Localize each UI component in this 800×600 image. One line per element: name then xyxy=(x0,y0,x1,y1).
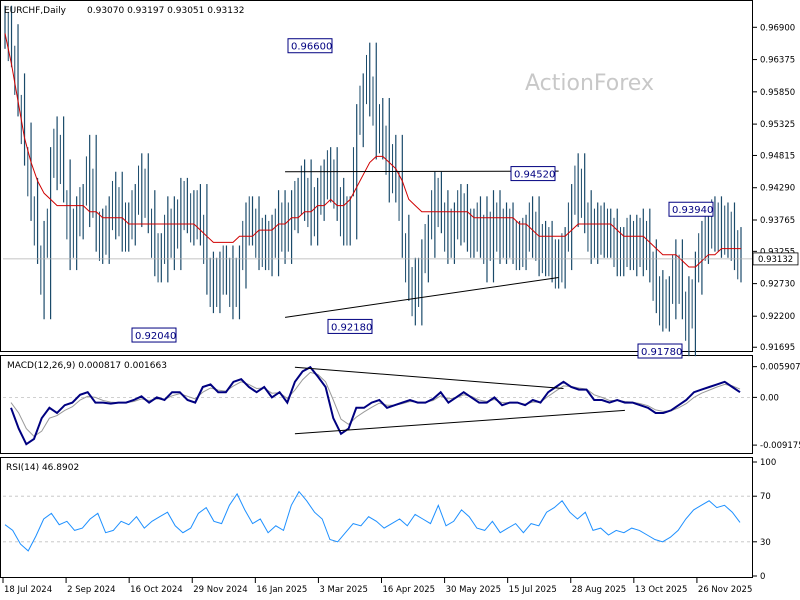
rsi-ytick-label: 30 xyxy=(760,538,771,548)
price-ytick-label: 0.95325 xyxy=(760,120,795,130)
x-tick-label: 13 Oct 2025 xyxy=(635,585,688,595)
rsi-ytick-label: 70 xyxy=(760,492,771,502)
annotation-box xyxy=(287,38,333,54)
annotation-box xyxy=(327,318,373,334)
macd-ytick-label: 0.00 xyxy=(760,393,779,403)
watermark: ActionForex xyxy=(525,71,654,96)
price-moving-average xyxy=(3,33,752,268)
rsi-line xyxy=(3,490,752,552)
macd-ytick-label: 0.005907 xyxy=(760,363,800,373)
annotation-label: 0.92040 xyxy=(135,331,176,342)
x-tick-label: 15 Jul 2025 xyxy=(509,585,557,595)
price-header-symbol: EURCHF,Daily xyxy=(4,6,67,16)
price-ytick-label: 0.92200 xyxy=(760,312,795,322)
macd-trendline xyxy=(294,366,564,390)
annotation-box xyxy=(668,201,714,217)
x-tick-label: 3 Mar 2025 xyxy=(319,585,367,595)
price-ytick-label: 0.96375 xyxy=(760,56,795,66)
annotation-label: 0.92180 xyxy=(331,322,372,333)
macd-main-line xyxy=(10,365,741,446)
annotation-label: 0.94520 xyxy=(514,170,555,181)
rsi-line-path xyxy=(4,490,741,552)
macd-header: MACD(12,26,9) 0.000817 0.001663 xyxy=(7,361,167,371)
price-ytick-label: 0.93765 xyxy=(760,216,795,226)
price-trendline xyxy=(284,276,559,318)
rsi-ytick-label: 100 xyxy=(760,458,776,468)
current-price-badge xyxy=(752,252,799,266)
x-tick-label: 29 Nov 2024 xyxy=(193,585,247,595)
x-tick-label: 28 Aug 2025 xyxy=(572,585,626,595)
rsi-panel-frame xyxy=(0,457,753,578)
moving-average-line xyxy=(4,33,741,268)
rsi-ytick-label: 0 xyxy=(760,572,765,582)
y-axes: 0.96900 0.96375 0.95850 0.95325 0.94815 0.942… xyxy=(752,23,800,582)
x-axis: 18 Jul 2024 2 Sep 2024 16 Oct 2024 29 Nov 2… xyxy=(2,578,752,595)
price-ytick-label: 0.94290 xyxy=(760,184,795,194)
x-tick-label: 16 Apr 2025 xyxy=(383,585,436,595)
x-tick-label: 16 Jan 2025 xyxy=(256,585,307,595)
price-ytick-label: 0.94815 xyxy=(760,151,795,161)
annotation-box xyxy=(637,343,683,359)
annotation-label: 0.91780 xyxy=(641,347,682,358)
macd-ytick-label: -0.009175 xyxy=(760,441,800,451)
annotation-label: 0.96600 xyxy=(291,42,332,53)
annotation-label: 0.93940 xyxy=(672,205,713,216)
annotation-box xyxy=(131,327,177,343)
macd-lines xyxy=(3,365,752,446)
x-tick-label: 18 Jul 2024 xyxy=(4,585,52,595)
price-ytick-label: 0.91695 xyxy=(760,343,795,353)
x-tick-label: 30 May 2025 xyxy=(446,585,501,595)
price-header-ohlc: 0.93070 0.93197 0.93051 0.93132 xyxy=(87,6,244,16)
rsi-header: RSI(14) 46.8902 xyxy=(6,463,79,473)
x-tick-label: 2 Sep 2024 xyxy=(67,585,115,595)
current-price-label: 0.93132 xyxy=(758,255,793,265)
price-ytick-label: 0.95850 xyxy=(760,88,795,98)
price-ytick-label: 0.93255 xyxy=(760,247,795,257)
x-tick-label: 16 Oct 2024 xyxy=(130,585,183,595)
annotation-box xyxy=(510,166,556,182)
price-ytick-label: 0.92730 xyxy=(760,280,795,290)
x-tick-label: 26 Nov 2025 xyxy=(698,585,752,595)
price-ytick-label: 0.96900 xyxy=(760,23,795,33)
price-annotations: 0.96600 0.94520 0.93940 0.92040 0.92180 0.917… xyxy=(131,38,714,359)
macd-trendline xyxy=(294,409,625,435)
price-bars xyxy=(4,5,742,357)
